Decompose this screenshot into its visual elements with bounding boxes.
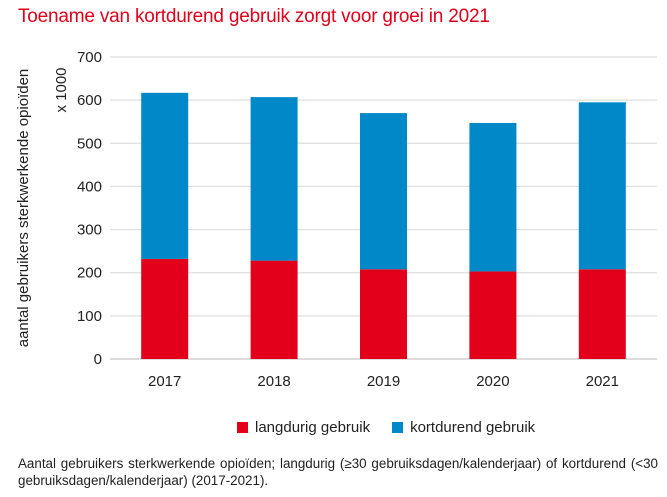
x-tick-label: 2019 [367,373,400,390]
y-axis-ticks: 0 100 200 300 400 500 600 700 [77,49,102,368]
x-tick-label: 2017 [148,373,181,390]
legend-label-langdurig: langdurig gebruik [255,419,371,436]
chart-title: Toename van kortdurend gebruik zorgt voo… [18,6,490,27]
x-tick-label: 2020 [476,373,509,390]
y-tick-label: 700 [77,49,102,66]
y-tick-label: 200 [77,265,102,282]
x-tick-label: 2021 [586,373,619,390]
x-axis-ticks: 2017 2018 2019 2020 2021 [148,373,619,390]
y-tick-label: 600 [77,92,102,109]
y-tick-label: 300 [77,222,102,239]
legend-item-kortdurend: kortdurend gebruik [392,419,535,436]
bar-kortdurend-2017 [141,92,189,259]
bar-langdurig-2020 [469,271,517,359]
legend-item-langdurig: langdurig gebruik [237,419,370,436]
y-axis-label: aantal gebruikers sterkwerkende opioïden [15,69,32,348]
y-tick-label: 400 [77,178,102,195]
bar-langdurig-2019 [360,269,407,359]
bar-kortdurend-2018 [250,97,298,261]
x-tick-label: 2018 [257,373,290,390]
bar-langdurig-2017 [141,258,189,359]
bar-langdurig-2018 [250,260,298,359]
legend-swatch-langdurig [237,422,248,433]
bar-langdurig-2021 [578,269,626,359]
bar-kortdurend-2020 [469,123,517,272]
legend-label-kortdurend: kortdurend gebruik [410,419,536,436]
bar-kortdurend-2019 [360,113,407,270]
bars [141,92,626,359]
y-axis-unit-label: x 1000 [53,67,70,112]
legend: langdurig gebruik kortdurend gebruik [237,419,535,436]
footnote: Aantal gebruikers sterkwerkende opioïden… [18,456,658,488]
legend-swatch-kortdurend [392,422,404,433]
y-tick-label: 500 [77,135,102,152]
bar-kortdurend-2021 [578,102,626,270]
y-tick-label: 100 [77,308,102,325]
y-tick-label: 0 [94,351,102,368]
